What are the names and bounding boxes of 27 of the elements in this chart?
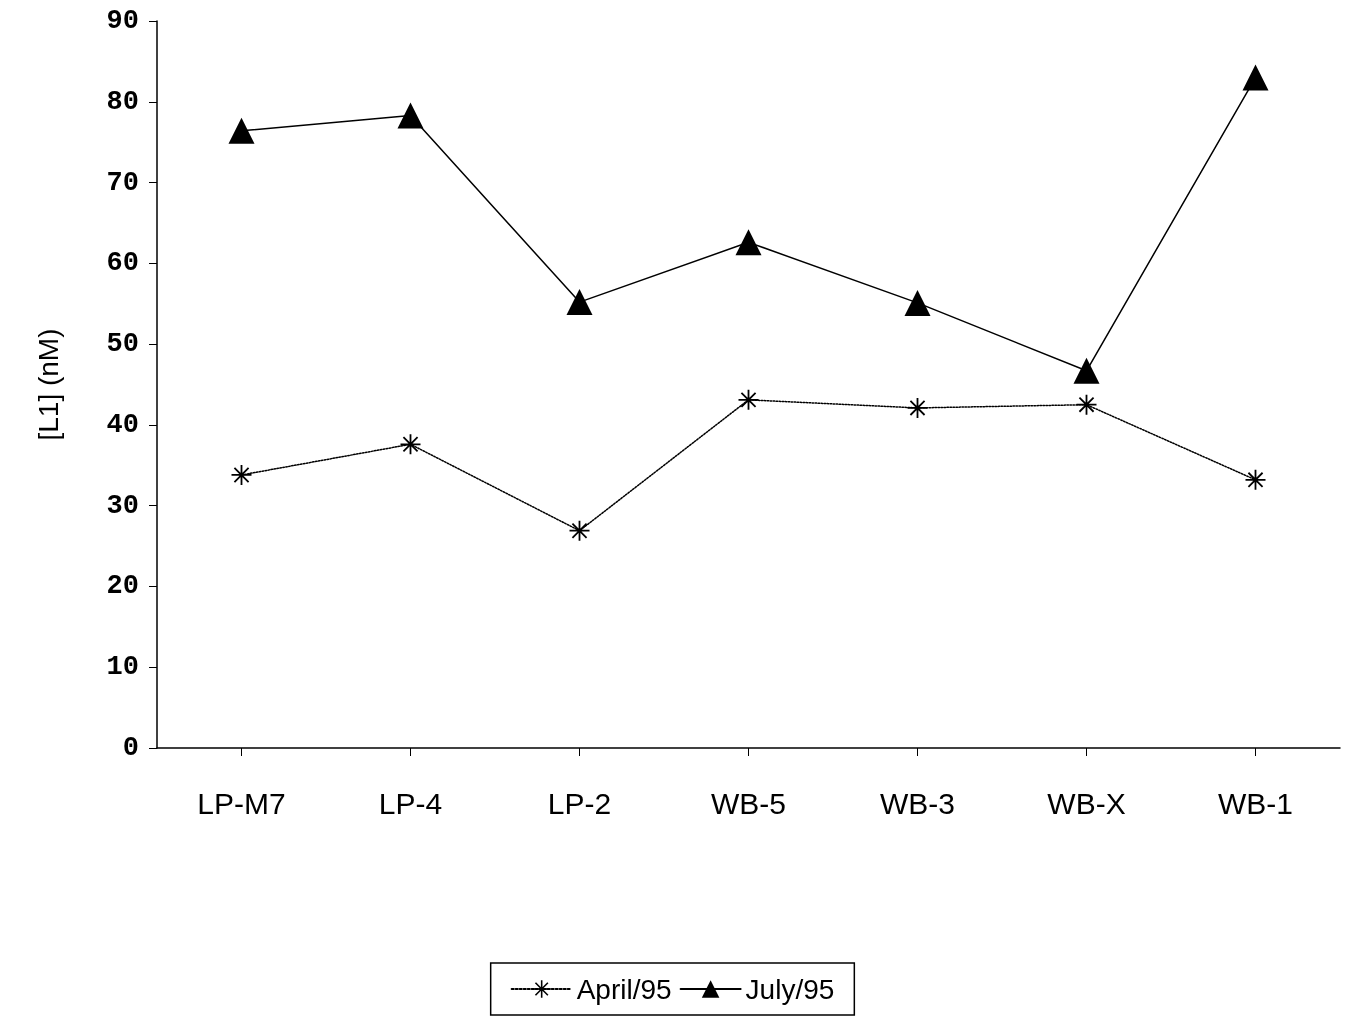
y-axis-title: [L1] (nM) xyxy=(32,328,64,441)
y-tick-label: 0 xyxy=(122,733,139,763)
point xyxy=(1073,357,1100,384)
x-tick-label: LP-M7 xyxy=(197,786,286,820)
y-tick-label: 40 xyxy=(106,409,139,440)
point xyxy=(904,289,931,316)
x-tick-label: WB-5 xyxy=(711,786,786,820)
legend-label: April/95 xyxy=(576,973,672,1005)
y-tick-label: 30 xyxy=(106,490,139,521)
x-tick-label: WB-3 xyxy=(880,786,955,820)
point xyxy=(228,117,255,144)
x-tick-label: WB-1 xyxy=(1218,786,1293,820)
y-tick-label: 70 xyxy=(106,167,139,198)
point xyxy=(735,229,762,256)
x-tick-label: WB-X xyxy=(1047,786,1126,820)
legend-label: July/95 xyxy=(745,973,835,1005)
x-tick-label: LP-2 xyxy=(547,786,612,820)
y-tick-label: 10 xyxy=(106,652,139,683)
y-tick-label: 20 xyxy=(106,571,139,602)
point xyxy=(397,102,424,129)
x-tick-label: LP-4 xyxy=(378,786,443,820)
y-tick-label: 50 xyxy=(106,329,139,360)
point xyxy=(566,289,593,316)
y-tick-label: 80 xyxy=(106,86,139,117)
point xyxy=(1242,64,1269,91)
y-tick-label: 90 xyxy=(106,6,139,36)
y-tick-label: 60 xyxy=(106,248,139,279)
